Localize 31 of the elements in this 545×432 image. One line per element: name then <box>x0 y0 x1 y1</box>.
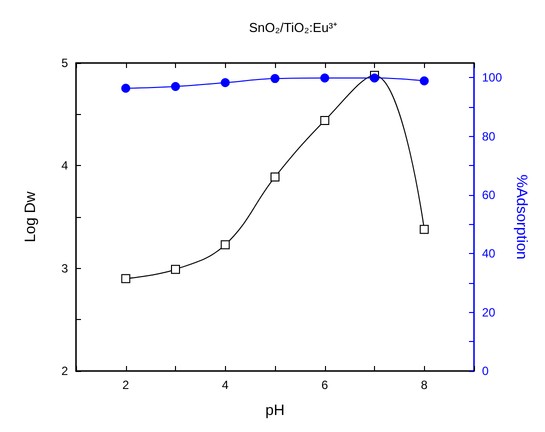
y2-axis-title: %Adsorption <box>513 174 530 260</box>
x-tick-label: 2 <box>122 378 130 392</box>
x-tick-label: 4 <box>222 378 229 392</box>
y2-tick-label: 60 <box>482 188 496 202</box>
y-tick-label: 5 <box>61 56 68 70</box>
point <box>420 224 429 234</box>
y2-tick-label: 40 <box>482 246 496 261</box>
y-tick-label: 3 <box>61 261 68 276</box>
y2-tick-label: 100 <box>482 70 502 85</box>
x-tick-label: 8 <box>420 378 428 392</box>
y-tick-label: 4 <box>61 158 68 173</box>
x-axis-title: pH <box>265 402 285 419</box>
point <box>270 172 280 182</box>
y-axis-title: Log Dw <box>22 191 39 242</box>
point <box>320 116 330 125</box>
x-tick-label: 6 <box>321 378 328 392</box>
chart-title: SnO₂/TiO₂:Eu³⁺ <box>248 20 338 35</box>
y2-tick-label: 20 <box>482 305 496 320</box>
y2-tick-label: 0 <box>482 364 489 378</box>
point <box>370 73 379 82</box>
point <box>171 82 180 91</box>
point <box>420 76 429 86</box>
point <box>121 84 130 93</box>
point <box>220 240 230 250</box>
point <box>121 274 130 284</box>
point <box>171 264 180 274</box>
y2-tick-label: 80 <box>482 129 496 144</box>
point <box>220 78 230 88</box>
point <box>320 73 330 82</box>
point <box>270 74 280 84</box>
y-tick-label: 2 <box>61 364 68 378</box>
